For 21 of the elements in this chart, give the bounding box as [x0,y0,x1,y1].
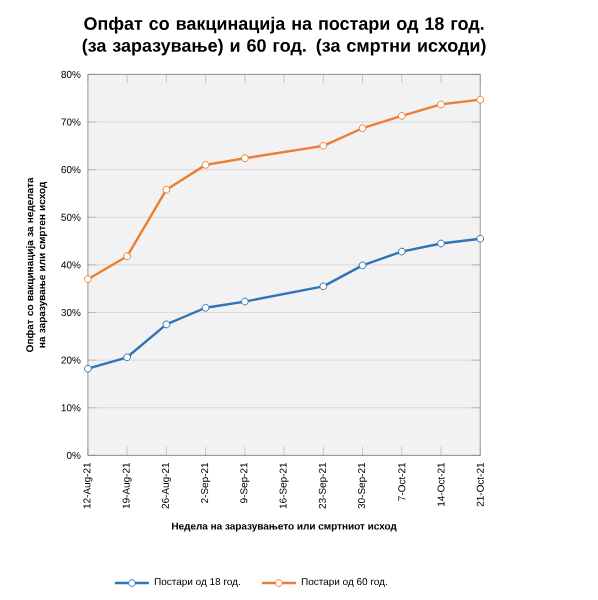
point [476,95,485,104]
point [123,353,132,362]
point [241,154,250,163]
point [476,234,485,243]
point [162,185,171,194]
point [359,124,367,133]
point [319,282,328,291]
point [319,141,328,150]
point [241,297,250,306]
point [123,252,132,261]
point [162,320,171,329]
chart-title: Опфат со вакцинација на постари од 18 год. (за заразување) и 60 год. (за смртни исходи) [83,16,486,56]
point [437,100,446,109]
point [398,111,407,120]
point [84,275,93,284]
point [359,261,367,270]
point [398,247,407,256]
point [202,161,210,169]
point [437,239,446,248]
point [84,364,93,373]
point [202,303,210,312]
